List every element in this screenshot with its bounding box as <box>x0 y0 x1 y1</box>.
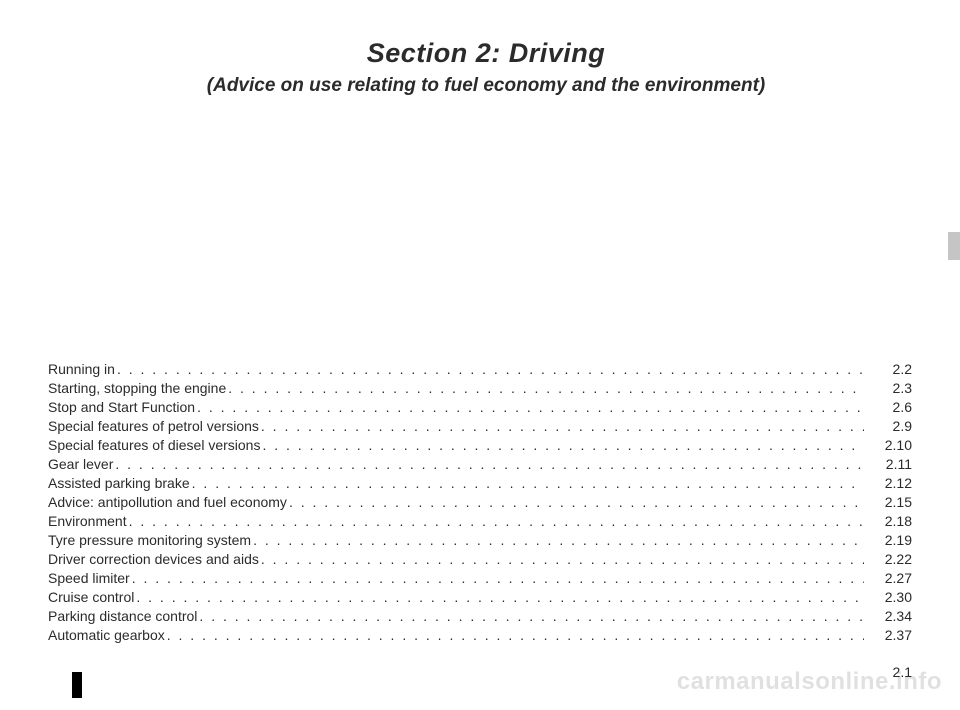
toc-leader-dots: . . . . . . . . . . . . . . . . . . . . … <box>195 398 864 417</box>
toc-entry-label: Speed limiter <box>48 569 130 588</box>
toc-entry: Cruise control . . . . . . . . . . . . .… <box>48 588 912 607</box>
toc-entry-label: Assisted parking brake <box>48 474 190 493</box>
toc-entry-label: Special features of diesel versions <box>48 436 260 455</box>
toc-entry-label: Automatic gearbox <box>48 626 165 645</box>
table-of-contents: Running in . . . . . . . . . . . . . . .… <box>48 360 912 645</box>
toc-entry-label: Running in <box>48 360 115 379</box>
toc-entry: Automatic gearbox . . . . . . . . . . . … <box>48 626 912 645</box>
toc-entry-label: Driver correction devices and aids <box>48 550 259 569</box>
toc-entry-page: 2.10 <box>864 436 912 455</box>
toc-entry-page: 2.22 <box>864 550 912 569</box>
page-number: 2.1 <box>893 664 912 680</box>
toc-leader-dots: . . . . . . . . . . . . . . . . . . . . … <box>226 379 864 398</box>
toc-entry-page: 2.12 <box>864 474 912 493</box>
toc-entry: Special features of petrol versions . . … <box>48 417 912 436</box>
toc-leader-dots: . . . . . . . . . . . . . . . . . . . . … <box>251 531 864 550</box>
toc-leader-dots: . . . . . . . . . . . . . . . . . . . . … <box>197 607 864 626</box>
toc-entry-page: 2.15 <box>864 493 912 512</box>
toc-leader-dots: . . . . . . . . . . . . . . . . . . . . … <box>130 569 864 588</box>
toc-entry-label: Special features of petrol versions <box>48 417 259 436</box>
toc-entry-label: Starting, stopping the engine <box>48 379 226 398</box>
toc-entry-page: 2.2 <box>864 360 912 379</box>
toc-entry-label: Parking distance control <box>48 607 197 626</box>
toc-leader-dots: . . . . . . . . . . . . . . . . . . . . … <box>190 474 864 493</box>
toc-entry: Tyre pressure monitoring system . . . . … <box>48 531 912 550</box>
toc-entry-page: 2.3 <box>864 379 912 398</box>
toc-leader-dots: . . . . . . . . . . . . . . . . . . . . … <box>259 417 864 436</box>
manual-page: Section 2: Driving (Advice on use relati… <box>0 0 960 710</box>
toc-entry-label: Tyre pressure monitoring system <box>48 531 251 550</box>
toc-leader-dots: . . . . . . . . . . . . . . . . . . . . … <box>127 512 864 531</box>
toc-leader-dots: . . . . . . . . . . . . . . . . . . . . … <box>134 588 864 607</box>
toc-entry: Gear lever . . . . . . . . . . . . . . .… <box>48 455 912 474</box>
toc-entry: Driver correction devices and aids . . .… <box>48 550 912 569</box>
print-marker <box>72 672 82 698</box>
toc-entry: Running in . . . . . . . . . . . . . . .… <box>48 360 912 379</box>
toc-leader-dots: . . . . . . . . . . . . . . . . . . . . … <box>260 436 864 455</box>
toc-leader-dots: . . . . . . . . . . . . . . . . . . . . … <box>115 360 864 379</box>
toc-leader-dots: . . . . . . . . . . . . . . . . . . . . … <box>165 626 864 645</box>
toc-entry: Advice: antipollution and fuel economy .… <box>48 493 912 512</box>
toc-leader-dots: . . . . . . . . . . . . . . . . . . . . … <box>287 493 864 512</box>
toc-entry-label: Environment <box>48 512 127 531</box>
toc-entry: Speed limiter . . . . . . . . . . . . . … <box>48 569 912 588</box>
section-subtitle: (Advice on use relating to fuel economy … <box>60 75 912 97</box>
toc-entry-label: Stop and Start Function <box>48 398 195 417</box>
toc-entry: Special features of diesel versions . . … <box>48 436 912 455</box>
toc-entry: Starting, stopping the engine . . . . . … <box>48 379 912 398</box>
toc-entry: Assisted parking brake . . . . . . . . .… <box>48 474 912 493</box>
toc-entry-page: 2.11 <box>864 455 912 474</box>
toc-entry-label: Cruise control <box>48 588 134 607</box>
toc-leader-dots: . . . . . . . . . . . . . . . . . . . . … <box>259 550 864 569</box>
toc-entry-page: 2.34 <box>864 607 912 626</box>
toc-entry-page: 2.37 <box>864 626 912 645</box>
toc-entry: Environment . . . . . . . . . . . . . . … <box>48 512 912 531</box>
toc-entry-label: Gear lever <box>48 455 113 474</box>
toc-entry-page: 2.27 <box>864 569 912 588</box>
section-title: Section 2: Driving <box>60 38 912 69</box>
toc-entry-page: 2.9 <box>864 417 912 436</box>
toc-entry-page: 2.18 <box>864 512 912 531</box>
toc-entry: Parking distance control . . . . . . . .… <box>48 607 912 626</box>
toc-entry: Stop and Start Function . . . . . . . . … <box>48 398 912 417</box>
toc-leader-dots: . . . . . . . . . . . . . . . . . . . . … <box>113 455 864 474</box>
toc-entry-page: 2.19 <box>864 531 912 550</box>
toc-entry-page: 2.30 <box>864 588 912 607</box>
toc-entry-label: Advice: antipollution and fuel economy <box>48 493 287 512</box>
side-tab <box>948 232 960 260</box>
toc-entry-page: 2.6 <box>864 398 912 417</box>
